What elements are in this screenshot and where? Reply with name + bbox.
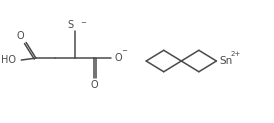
Text: −: − xyxy=(121,48,127,54)
Text: −: − xyxy=(80,20,86,26)
Text: Sn: Sn xyxy=(219,56,233,66)
Text: S: S xyxy=(68,20,74,30)
Text: O: O xyxy=(16,31,24,41)
Text: O: O xyxy=(91,80,98,90)
Text: O: O xyxy=(115,53,122,63)
Text: 2+: 2+ xyxy=(230,51,240,57)
Text: HO: HO xyxy=(1,55,16,65)
